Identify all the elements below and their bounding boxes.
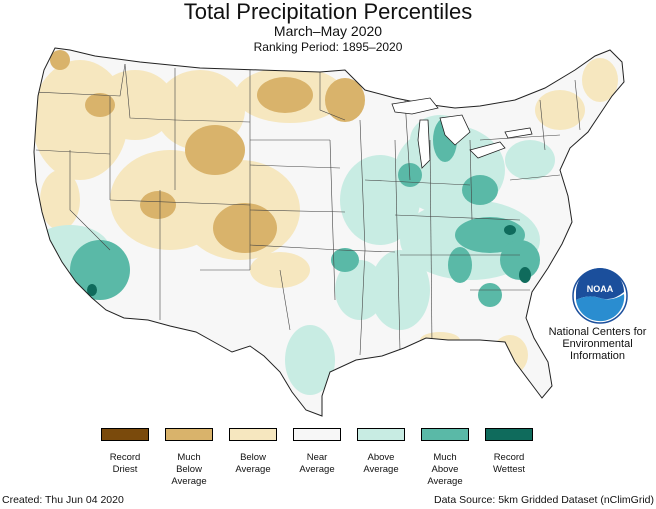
- map-subtitle: March–May 2020: [273, 23, 383, 39]
- legend-swatch-below: [229, 428, 277, 441]
- legend-label-below: Below Average: [235, 452, 271, 475]
- noaa-logo-text: NOAA: [587, 284, 614, 294]
- legend-swatch-above: [357, 428, 405, 441]
- us-border: [33, 47, 625, 417]
- legend-label-record-wettest: Record Wettest: [492, 452, 526, 475]
- us-precipitation-map: [33, 47, 625, 417]
- legend-swatch-record-driest: [101, 428, 149, 441]
- legend-label-near: Near Average: [299, 452, 335, 475]
- legend-label-much-below: Much Below Average: [171, 452, 207, 487]
- data-source: Data Source: 5km Gridded Dataset (nClimG…: [434, 494, 654, 506]
- created-date: Created: Thu Jun 04 2020: [2, 494, 124, 506]
- legend-label-much-above: Much Above Average: [427, 452, 463, 487]
- legend-label-record-driest: Record Driest: [109, 452, 141, 475]
- legend-swatch-near: [293, 428, 341, 441]
- legend-swatch-record-wettest: [485, 428, 533, 441]
- map-title: Total Precipitation Percentiles: [183, 0, 473, 24]
- legend-swatch-much-above: [421, 428, 469, 441]
- legend-swatch-much-below: [165, 428, 213, 441]
- noaa-logo: NOAA: [572, 268, 628, 324]
- great-lakes: [391, 97, 533, 169]
- ncei-name: National Centers for Environmental Infor…: [548, 326, 647, 362]
- legend-label-above: Above Average: [363, 452, 399, 475]
- ranking-period: Ranking Period: 1895–2020: [253, 40, 403, 54]
